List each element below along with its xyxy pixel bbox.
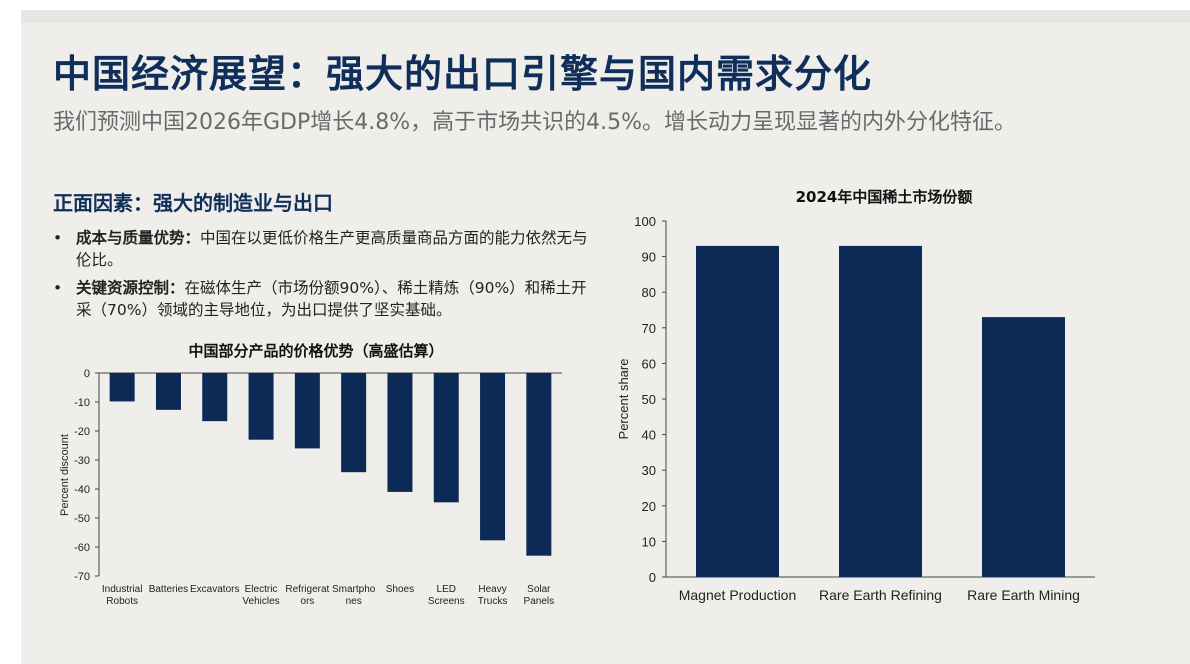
- y-tick-label: -30: [74, 455, 90, 467]
- x-tick-label: Trucks: [478, 596, 508, 607]
- bar: [433, 373, 459, 503]
- bar: [155, 373, 181, 410]
- x-tick-label: Excavators: [190, 584, 239, 595]
- page-title: 中国经济展望：强大的出口引擎与国内需求分化: [53, 52, 873, 96]
- bullet-bold: 关键资源控制：: [76, 279, 185, 297]
- x-tick-label: Electric: [245, 584, 278, 595]
- page-subtitle: 我们预测中国2026年GDP增长4.8%，高于市场共识的4.5%。增长动力呈现显…: [53, 110, 1017, 135]
- bar: [341, 373, 367, 473]
- y-tick-label: -40: [74, 484, 90, 496]
- bar: [294, 373, 320, 449]
- y-axis-label: Percent discount: [59, 434, 71, 516]
- x-tick-label: Panels: [524, 596, 555, 607]
- x-tick-label: Industrial: [102, 584, 143, 595]
- x-tick-label: LED: [437, 584, 456, 595]
- x-tick-label: Rare Earth Mining: [967, 587, 1080, 603]
- y-tick-label: 0: [84, 368, 90, 380]
- bar: [480, 373, 506, 541]
- x-tick-label: ors: [300, 596, 314, 607]
- chart-title: 2024年中国稀土市场份额: [796, 188, 973, 206]
- bar: [109, 373, 135, 402]
- y-tick-label: 90: [642, 250, 656, 265]
- y-tick-label: 70: [642, 321, 656, 336]
- y-tick-label: 40: [642, 428, 656, 443]
- bullet-item: • 关键资源控制：在磁体生产（市场份额90%）、稀土精炼（90%）和稀土开采（70…: [51, 277, 591, 321]
- y-tick-label: 80: [642, 285, 656, 300]
- bullet-dot: •: [53, 229, 63, 247]
- y-tick-label: -20: [74, 426, 90, 438]
- y-tick-label: 50: [642, 392, 656, 407]
- y-tick-label: 10: [642, 534, 656, 549]
- top-strip: [21, 10, 1190, 23]
- y-tick-label: 30: [642, 463, 656, 478]
- y-tick-label: 60: [642, 356, 656, 371]
- bar: [982, 317, 1065, 577]
- y-tick-label: 20: [642, 499, 656, 514]
- x-tick-label: Batteries: [149, 584, 188, 595]
- bar: [696, 245, 779, 578]
- bullet-list: • 成本与质量优势：中国在以更低价格生产更高质量商品方面的能力依然无与伦比。 • 关…: [51, 227, 591, 327]
- bullet-dot: •: [53, 279, 63, 297]
- x-tick-label: Shoes: [386, 584, 414, 595]
- bullet-text: 在磁体生产（市场份额90%）、稀土精炼（90%）和稀土开采（70%）领域的主导地…: [76, 279, 587, 319]
- x-tick-label: Vehicles: [242, 596, 279, 607]
- x-tick-label: Solar: [527, 584, 551, 595]
- y-tick-label: -10: [74, 397, 90, 409]
- section-heading: 正面因素：强大的制造业与出口: [53, 191, 333, 215]
- y-tick-label: 0: [649, 570, 656, 585]
- y-tick-label: -60: [74, 542, 90, 554]
- bullet-text: 中国在以更低价格生产更高质量商品方面的能力依然无与伦比。: [76, 229, 588, 269]
- bullet-item: • 成本与质量优势：中国在以更低价格生产更高质量商品方面的能力依然无与伦比。: [51, 227, 591, 271]
- bar: [248, 373, 274, 440]
- x-tick-label: Rare Earth Refining: [819, 587, 942, 603]
- bar: [839, 245, 922, 578]
- y-tick-label: -50: [74, 513, 90, 525]
- y-tick-label: 100: [634, 214, 656, 229]
- x-tick-label: Smartpho: [332, 584, 376, 595]
- x-tick-label: Magnet Production: [679, 587, 797, 603]
- bar: [526, 373, 552, 556]
- bar: [202, 373, 228, 422]
- x-tick-label: nes: [346, 596, 362, 607]
- bar: [387, 373, 413, 492]
- x-tick-label: Robots: [106, 596, 138, 607]
- x-tick-label: Refrigerat: [285, 584, 329, 595]
- x-tick-label: Screens: [428, 596, 465, 607]
- y-tick-label: -70: [74, 571, 90, 583]
- chart-title: 中国部分产品的价格优势（高盛估算）: [188, 342, 443, 360]
- bullet-bold: 成本与质量优势：: [76, 229, 201, 247]
- y-axis-label: Percent share: [616, 359, 631, 440]
- x-tick-label: Heavy: [478, 584, 506, 595]
